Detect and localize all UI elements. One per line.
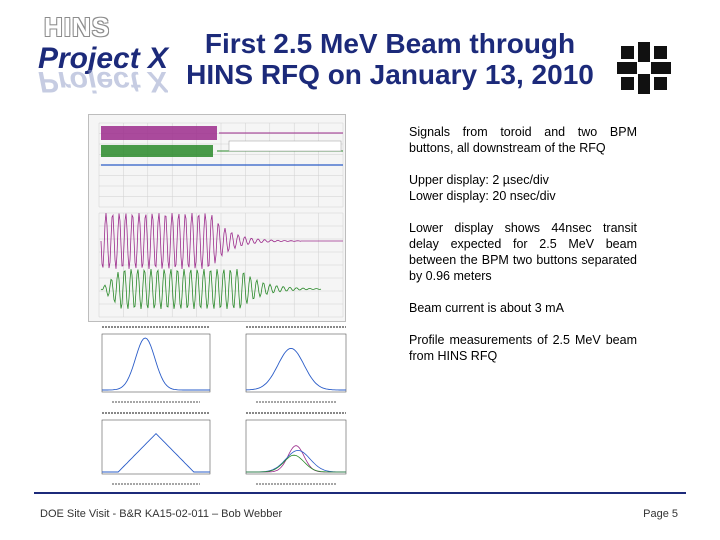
bullet-display-scale-text: Upper display: 2 µsec/div Lower display: … [409, 173, 556, 203]
title-line-2: HINS RFQ on January 13, 2010 [186, 59, 594, 90]
project-x-logo: Project X [38, 42, 169, 75]
hins-logo-text: HINS [44, 12, 111, 42]
profile-plot-1-canvas [101, 326, 211, 403]
bullet-beam-current: Beam current is about 3 mA [409, 301, 564, 315]
footer-citation: DOE Site Visit - B&R KA15-02-011 – Bob W… [40, 508, 283, 520]
project-x-logo-reflection: Project X [38, 70, 169, 98]
oscilloscope-screenshot [88, 114, 346, 322]
profile-plot-3-canvas [101, 412, 211, 485]
profile-plot-4-canvas [245, 412, 347, 485]
slide-title: First 2.5 MeV Beam through HINS RFQ on J… [170, 28, 610, 90]
footer-divider [34, 492, 686, 494]
title-line-1: First 2.5 MeV Beam through [204, 28, 576, 59]
page-number: Page 5 [643, 508, 678, 520]
oscilloscope-traces [89, 115, 345, 321]
profile-plot-1 [88, 322, 216, 406]
bullet-transit-delay: Lower display shows 44nsec transit delay… [409, 221, 637, 283]
profile-plot-4 [232, 408, 352, 488]
bullet-signals: Signals from toroid and two BPM buttons,… [409, 125, 637, 155]
profile-plot-2 [232, 322, 352, 406]
fermilab-logo-icon [617, 42, 671, 94]
bullet-list: Signals from toroid and two BPM buttons,… [409, 124, 637, 380]
bullet-display-scale: Upper display: 2 µsec/div Lower display: … [409, 172, 637, 204]
bullet-profile: Profile measurements of 2.5 MeV beam fro… [409, 333, 637, 363]
profile-plot-2-canvas [245, 326, 347, 403]
profile-plot-3 [88, 408, 216, 488]
